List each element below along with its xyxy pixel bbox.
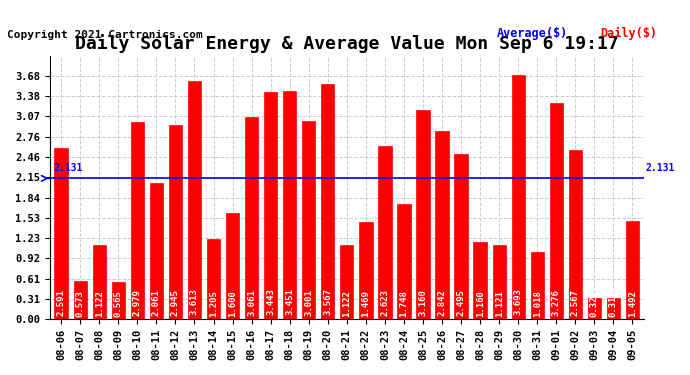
Bar — [130, 122, 144, 319]
Text: 1.205: 1.205 — [209, 290, 218, 317]
Bar — [359, 222, 373, 319]
Text: 1.121: 1.121 — [495, 290, 504, 317]
Text: Daily($): Daily($) — [600, 27, 658, 40]
Text: 3.001: 3.001 — [304, 289, 313, 316]
Bar — [188, 81, 201, 319]
Text: 1.122: 1.122 — [95, 290, 103, 317]
Bar — [607, 298, 620, 319]
Bar — [169, 124, 182, 319]
Text: 3.567: 3.567 — [324, 288, 333, 315]
Bar — [626, 220, 639, 319]
Text: 0.573: 0.573 — [76, 291, 85, 317]
Bar — [473, 243, 486, 319]
Text: 2.061: 2.061 — [152, 290, 161, 316]
Bar — [226, 213, 239, 319]
Text: 1.122: 1.122 — [342, 290, 351, 317]
Bar — [435, 132, 448, 319]
Bar — [550, 103, 563, 319]
Bar — [493, 245, 506, 319]
Text: 1.600: 1.600 — [228, 290, 237, 316]
Bar — [207, 240, 220, 319]
Text: Copyright 2021 Cartronics.com: Copyright 2021 Cartronics.com — [7, 30, 203, 39]
Text: 3.160: 3.160 — [419, 289, 428, 316]
Bar — [150, 183, 163, 319]
Text: 2.495: 2.495 — [457, 289, 466, 316]
Text: 2.131: 2.131 — [54, 163, 83, 173]
Text: 2.842: 2.842 — [437, 289, 446, 316]
Text: 0.320: 0.320 — [590, 291, 599, 318]
Bar — [416, 111, 430, 319]
Bar — [302, 121, 315, 319]
Bar — [588, 298, 601, 319]
Bar — [92, 245, 106, 319]
Bar — [378, 146, 391, 319]
Text: 2.591: 2.591 — [57, 289, 66, 316]
Text: 1.160: 1.160 — [475, 290, 484, 317]
Bar — [74, 281, 87, 319]
Text: 2.131: 2.131 — [646, 163, 676, 173]
Bar — [531, 252, 544, 319]
Bar — [511, 75, 525, 319]
Text: 1.492: 1.492 — [628, 290, 637, 317]
Bar — [245, 117, 258, 319]
Text: 2.567: 2.567 — [571, 289, 580, 316]
Bar — [264, 92, 277, 319]
Bar — [455, 154, 468, 319]
Bar — [283, 91, 296, 319]
Bar — [112, 282, 125, 319]
Bar — [55, 148, 68, 319]
Text: 3.443: 3.443 — [266, 288, 275, 315]
Text: 3.693: 3.693 — [514, 288, 523, 315]
Text: 0.316: 0.316 — [609, 291, 618, 318]
Bar — [569, 150, 582, 319]
Text: 1.469: 1.469 — [362, 290, 371, 317]
Text: 2.945: 2.945 — [171, 289, 180, 316]
Text: 2.979: 2.979 — [133, 289, 142, 316]
Text: Average($): Average($) — [497, 27, 568, 40]
Bar — [340, 245, 353, 319]
Bar — [321, 84, 335, 319]
Text: 3.276: 3.276 — [552, 289, 561, 315]
Text: 0.565: 0.565 — [114, 291, 123, 317]
Text: 3.613: 3.613 — [190, 288, 199, 315]
Title: Daily Solar Energy & Average Value Mon Sep 6 19:17: Daily Solar Energy & Average Value Mon S… — [75, 34, 619, 53]
Text: 3.451: 3.451 — [285, 288, 294, 315]
Text: 1.018: 1.018 — [533, 290, 542, 317]
Text: 2.623: 2.623 — [380, 289, 389, 316]
Text: 3.061: 3.061 — [247, 289, 256, 316]
Text: 1.748: 1.748 — [400, 290, 408, 316]
Bar — [397, 204, 411, 319]
